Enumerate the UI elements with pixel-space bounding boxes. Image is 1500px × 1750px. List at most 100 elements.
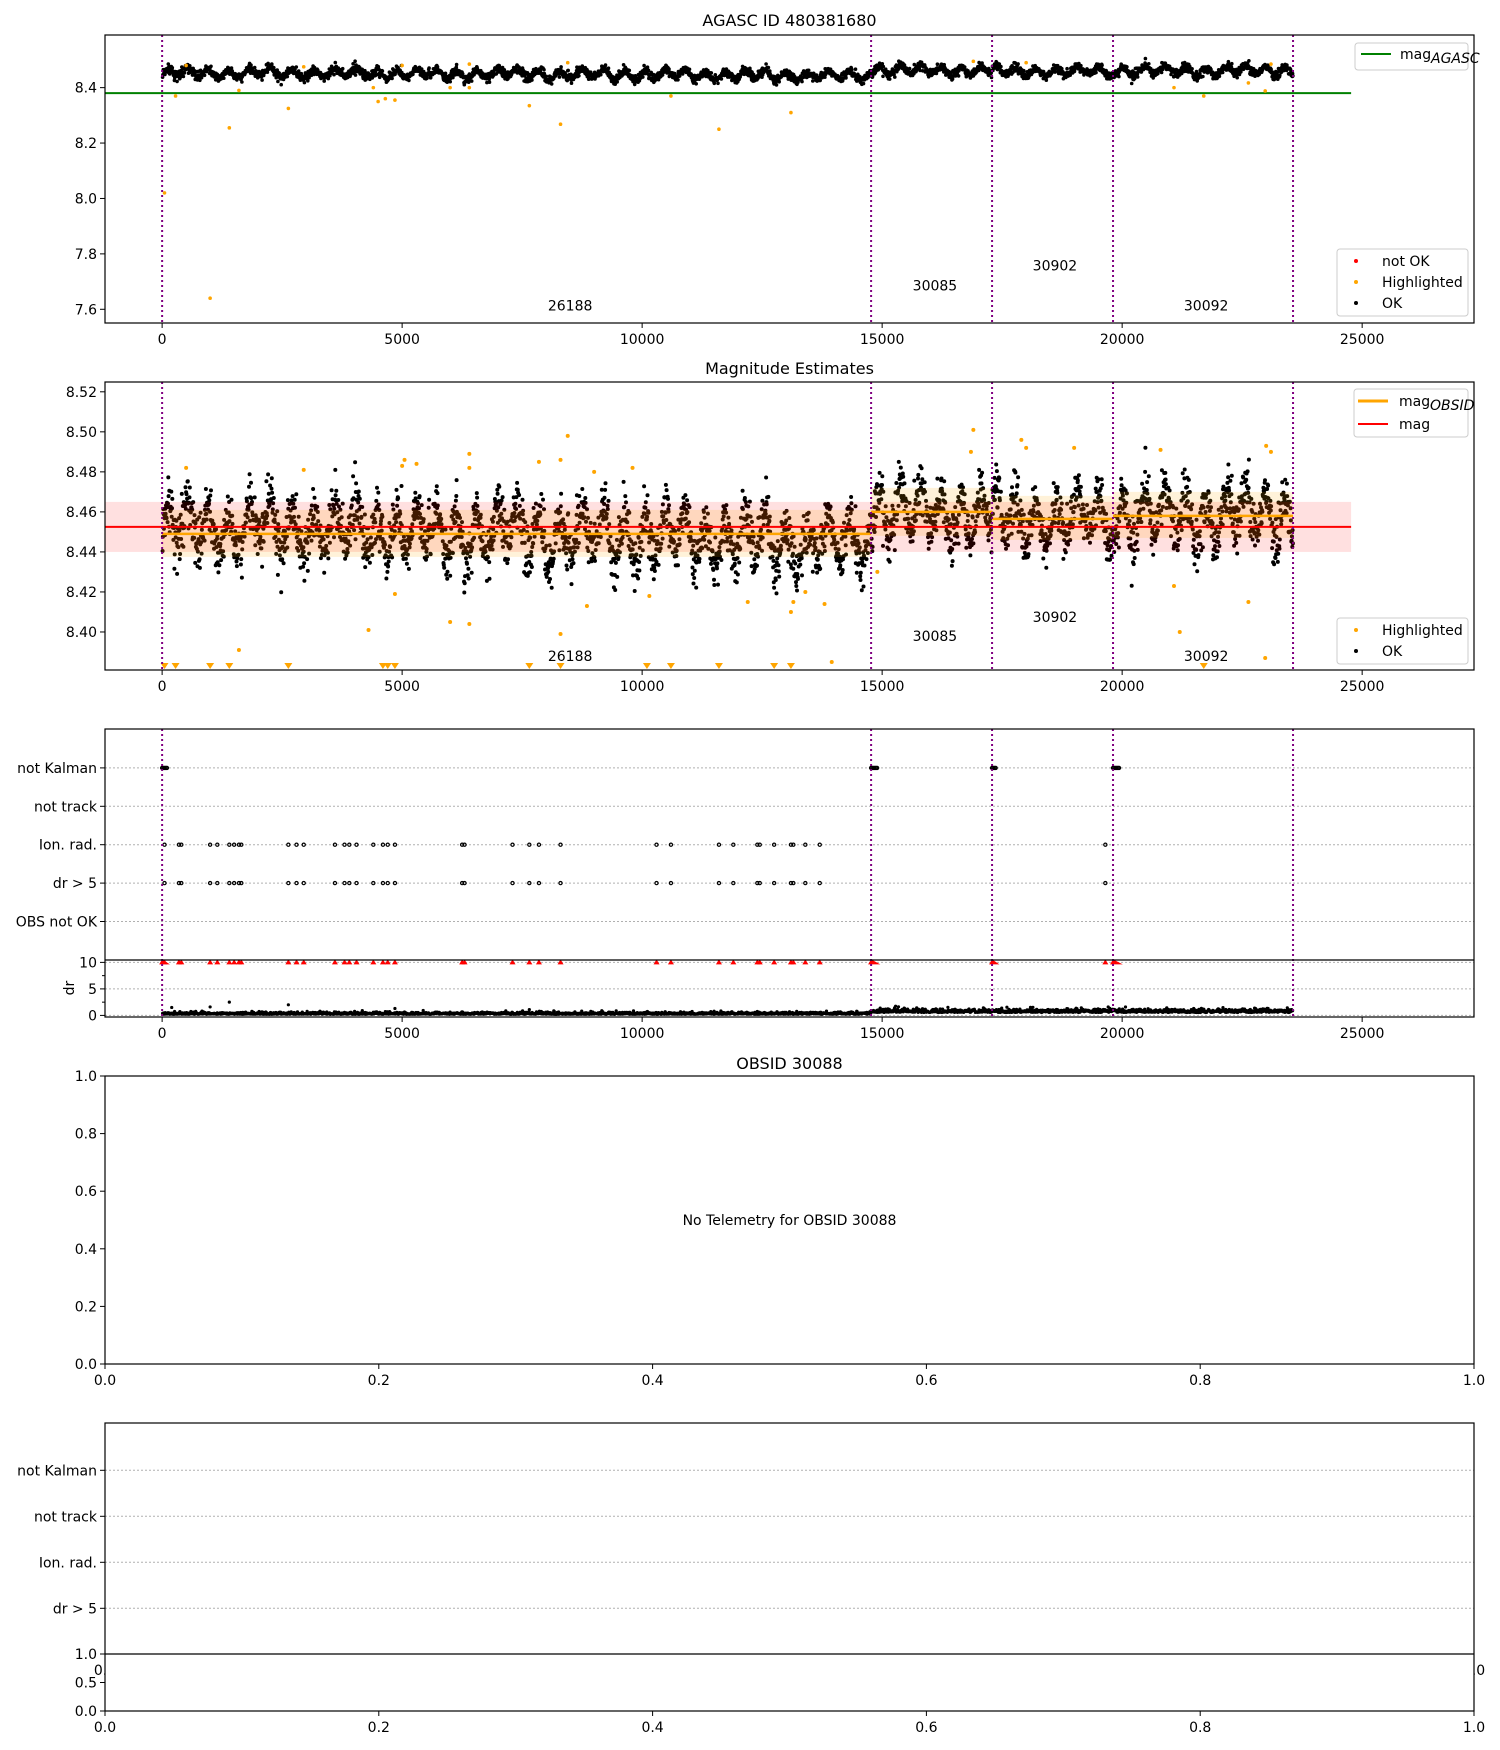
ok-point bbox=[238, 536, 243, 541]
ok-point bbox=[469, 570, 474, 575]
ok-point bbox=[399, 484, 404, 488]
ok-point bbox=[462, 590, 467, 595]
ok-point bbox=[260, 78, 264, 82]
ok-point bbox=[353, 73, 358, 77]
ok-point bbox=[229, 66, 234, 70]
ok-point bbox=[284, 534, 289, 539]
ok-point bbox=[225, 494, 230, 499]
ok-point bbox=[249, 496, 254, 501]
ok-point bbox=[326, 556, 331, 561]
ok-point bbox=[487, 80, 492, 84]
ok-point bbox=[881, 74, 885, 79]
ok-point bbox=[465, 561, 469, 566]
ok-point bbox=[502, 68, 507, 72]
ok-point bbox=[301, 545, 306, 550]
ok-point bbox=[580, 487, 585, 491]
ok-point bbox=[221, 535, 226, 540]
ok-point bbox=[1060, 66, 1064, 71]
ok-point bbox=[312, 495, 317, 500]
ok-point bbox=[329, 488, 334, 493]
ok-point bbox=[434, 484, 439, 489]
ok-point bbox=[199, 540, 204, 545]
ok-point bbox=[266, 472, 271, 477]
ok-point bbox=[500, 495, 505, 500]
ok-point bbox=[495, 491, 500, 496]
ok-point bbox=[262, 520, 267, 525]
ok-point bbox=[265, 70, 270, 74]
ok-point bbox=[268, 483, 273, 488]
ok-point bbox=[448, 573, 453, 578]
ok-point bbox=[175, 79, 179, 84]
ok-point bbox=[217, 563, 222, 568]
axes-frame bbox=[104, 34, 1475, 324]
legend-agasc: mag AGASC bbox=[1354, 42, 1480, 71]
ok-point bbox=[656, 562, 661, 567]
ok-point bbox=[687, 67, 692, 72]
ok-point bbox=[221, 554, 226, 559]
ok-point bbox=[166, 501, 170, 506]
ok-point bbox=[281, 561, 286, 566]
ok-point bbox=[354, 481, 359, 486]
ok-point bbox=[207, 527, 212, 532]
ok-point bbox=[333, 60, 338, 65]
ok-point bbox=[277, 553, 282, 558]
ok-point bbox=[182, 70, 187, 75]
ok-point bbox=[1174, 67, 1179, 72]
ok-point bbox=[853, 67, 858, 71]
ok-point bbox=[166, 475, 171, 480]
ok-point bbox=[800, 79, 804, 84]
ok-point bbox=[187, 485, 192, 490]
ok-point bbox=[242, 534, 247, 539]
ok-point bbox=[353, 460, 358, 465]
ok-point bbox=[1016, 62, 1020, 66]
ok-point bbox=[893, 75, 897, 79]
ok-point bbox=[250, 513, 255, 518]
x-tick-label: 0 bbox=[158, 332, 167, 348]
ok-point bbox=[427, 497, 432, 502]
highlighted-point bbox=[1263, 89, 1267, 93]
chart-title: Magnitude Estimates bbox=[705, 359, 874, 378]
y-tick-label: 7.8 bbox=[75, 247, 97, 263]
obsid-label: 30092 bbox=[1184, 299, 1229, 315]
ok-point bbox=[255, 552, 260, 556]
ok-point bbox=[1269, 67, 1273, 71]
ok-point bbox=[172, 78, 177, 83]
legend-label: OK bbox=[1382, 296, 1403, 312]
ok-point bbox=[207, 501, 211, 506]
ok-point bbox=[279, 82, 284, 87]
ok-point bbox=[299, 529, 304, 534]
ok-point bbox=[505, 561, 510, 566]
ok-point bbox=[351, 62, 355, 66]
ok-point bbox=[292, 497, 297, 502]
ok-point bbox=[663, 482, 668, 487]
ok-point bbox=[311, 487, 316, 491]
ok-point bbox=[404, 561, 409, 566]
ok-point bbox=[642, 63, 646, 68]
ok-point bbox=[285, 498, 290, 503]
ok-point bbox=[167, 72, 172, 76]
ok-point bbox=[277, 71, 282, 75]
x-tick-label: 15000 bbox=[860, 332, 905, 348]
ok-point bbox=[593, 558, 597, 563]
ok-point bbox=[360, 67, 365, 72]
ok-point bbox=[197, 557, 202, 562]
ok-point bbox=[549, 82, 554, 86]
highlighted-point bbox=[971, 59, 976, 64]
ok-point bbox=[603, 63, 608, 67]
ok-point bbox=[197, 565, 202, 570]
ok-point bbox=[613, 588, 618, 592]
ok-point bbox=[290, 494, 295, 499]
ok-point bbox=[892, 72, 896, 77]
ok-point bbox=[386, 559, 391, 564]
ok-point bbox=[229, 497, 234, 502]
ok-point bbox=[637, 568, 642, 573]
ok-point bbox=[336, 498, 341, 502]
ok-point bbox=[285, 74, 290, 79]
ok-point bbox=[980, 61, 984, 65]
ok-point bbox=[356, 489, 361, 494]
ok-point bbox=[306, 79, 310, 83]
ok-point bbox=[529, 565, 534, 569]
ok-point bbox=[764, 62, 768, 66]
ok-point bbox=[1143, 56, 1148, 61]
ok-point bbox=[260, 564, 265, 569]
